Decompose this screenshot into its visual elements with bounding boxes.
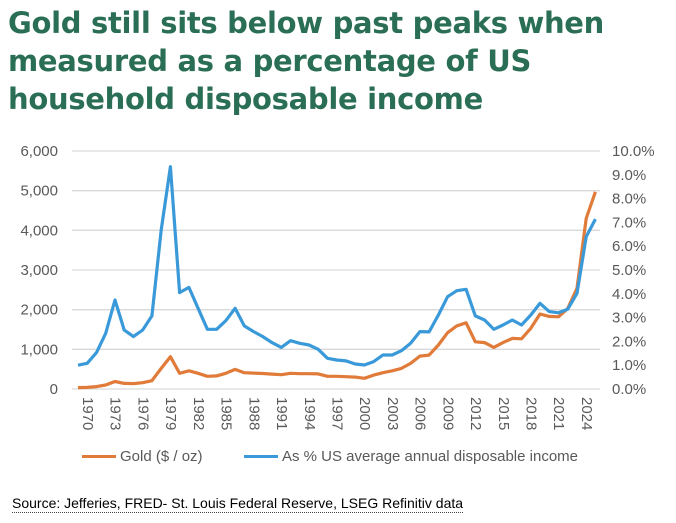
legend-item-percent: As % US average annual disposable income [244, 448, 578, 465]
series-lines [77, 165, 597, 390]
line-chart: 0 1,000 2,000 3,000 4,000 5,000 6,000 0.0% 1.0%… [20, 143, 655, 430]
x-tick-label: 2015 [495, 397, 512, 430]
left-tick-label: 1,000 [20, 341, 58, 358]
right-tick-label: 7.0% [612, 214, 646, 231]
left-tick-label: 5,000 [20, 183, 58, 200]
x-tick-label: 2018 [523, 397, 540, 430]
x-tick-label: 2009 [439, 397, 456, 430]
x-tick-label: 2000 [356, 397, 373, 430]
right-tick-label: 3.0% [612, 310, 646, 327]
right-tick-label: 8.0% [612, 191, 646, 208]
left-tick-label: 2,000 [20, 302, 58, 319]
chart-title: Gold still sits below past peaks when me… [8, 6, 605, 116]
x-tick-label: 2003 [384, 397, 401, 430]
legend-swatch-percent [244, 455, 278, 458]
right-tick-label: 0.0% [612, 381, 646, 398]
right-tick-label: 5.0% [612, 262, 646, 279]
x-tick-label: 2012 [467, 397, 484, 430]
gold-price-line [77, 191, 597, 390]
x-tick-label: 1988 [245, 397, 262, 430]
right-tick-label: 1.0% [612, 357, 646, 374]
x-tick-label: 1979 [162, 397, 179, 430]
x-tick-label: 1997 [328, 397, 345, 430]
right-tick-label: 6.0% [612, 238, 646, 255]
x-tick-label: 2021 [550, 397, 567, 430]
x-tick-label: 1991 [273, 397, 290, 430]
left-tick-label: 3,000 [20, 262, 58, 279]
x-tick-label: 1994 [301, 397, 318, 430]
x-tick-label: 1973 [107, 397, 124, 430]
left-tick-label: 4,000 [20, 222, 58, 239]
right-axis-ticks: 0.0% 1.0% 2.0% 3.0% 4.0% 5.0% 6.0% 7.0% 8.0% 9.0%… [612, 143, 655, 398]
x-tick-label: 1976 [134, 397, 151, 430]
source-note: Source: Jefferies, FRED- St. Louis Feder… [12, 495, 464, 513]
legend-item-gold: Gold ($ / oz) [82, 448, 203, 465]
right-tick-label: 2.0% [612, 333, 646, 350]
right-tick-label: 9.0% [612, 167, 646, 184]
gridlines [72, 150, 600, 390]
right-tick-label: 4.0% [612, 286, 646, 303]
x-tick-label: 1982 [190, 397, 207, 430]
legend-label-percent: As % US average annual disposable income [282, 448, 579, 465]
legend-swatch-gold [82, 455, 116, 458]
x-tick-label: 2024 [578, 397, 595, 430]
right-tick-label: 10.0% [612, 143, 655, 160]
x-axis-ticks: 1970 1973 1976 1979 1982 1985 1988 1991 1994 1997… [79, 397, 595, 430]
left-axis-ticks: 0 1,000 2,000 3,000 4,000 5,000 6,000 [20, 143, 58, 398]
legend-label-gold: Gold ($ / oz) [120, 448, 203, 465]
x-tick-label: 2006 [412, 397, 429, 430]
x-tick-label: 1985 [218, 397, 235, 430]
percent-income-line [77, 165, 597, 367]
left-tick-label: 0 [50, 381, 58, 398]
x-tick-label: 1970 [79, 397, 96, 430]
left-tick-label: 6,000 [20, 143, 58, 160]
